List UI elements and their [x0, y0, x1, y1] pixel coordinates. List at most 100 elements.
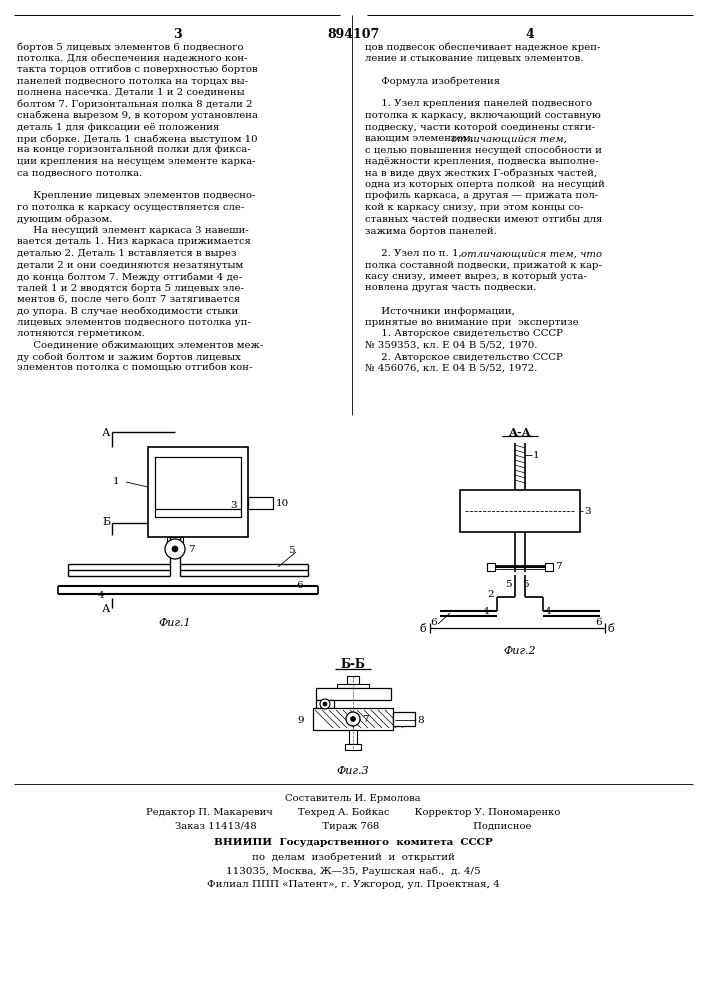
Text: 9: 9: [297, 716, 303, 725]
Text: 3: 3: [584, 507, 590, 516]
Bar: [316, 688, 391, 700]
Bar: [313, 708, 393, 730]
Text: ВНИИПИ  Государственного  комитета  СССР: ВНИИПИ Государственного комитета СССР: [214, 838, 492, 847]
Text: полка составной подвески, прижатой к кар-: полка составной подвески, прижатой к кар…: [365, 260, 602, 269]
Bar: [248, 497, 273, 509]
Circle shape: [320, 699, 330, 709]
Text: надёжности крепления, подвеска выполне-: надёжности крепления, подвеска выполне-: [365, 157, 599, 166]
Text: отличающийся тем,: отличающийся тем,: [451, 134, 567, 143]
Bar: [345, 744, 361, 750]
Text: 8: 8: [417, 716, 423, 725]
Text: детали 2 и они соединяются незатянутым: детали 2 и они соединяются незатянутым: [17, 260, 243, 269]
Text: деталью 2. Деталь 1 вставляется в вырез: деталью 2. Деталь 1 вставляется в вырез: [17, 249, 237, 258]
Text: Б: Б: [102, 517, 110, 527]
Text: б: б: [420, 624, 427, 634]
Text: 1: 1: [113, 477, 119, 486]
Text: ставных частей подвески имеют отгибы для: ставных частей подвески имеют отгибы для: [365, 215, 602, 224]
Text: такта торцов отгибов с поверхностью бортов: такта торцов отгибов с поверхностью борт…: [17, 65, 257, 75]
Text: лицевых элементов подвесного потолка уп-: лицевых элементов подвесного потолка уп-: [17, 318, 251, 327]
Text: лотняются герметиком.: лотняются герметиком.: [17, 330, 145, 338]
Text: цов подвесок обеспечивает надежное креп-: цов подвесок обеспечивает надежное креп-: [365, 42, 600, 51]
Circle shape: [346, 712, 360, 726]
Text: 2. Авторское свидетельство СССР: 2. Авторское свидетельство СССР: [365, 353, 563, 361]
Circle shape: [351, 716, 356, 722]
Text: са подвесного потолка.: са подвесного потолка.: [17, 168, 142, 178]
Text: при сборке. Деталь 1 снабжена выступом 10: при сборке. Деталь 1 снабжена выступом 1…: [17, 134, 257, 143]
Text: бортов 5 лицевых элементов 6 подвесного: бортов 5 лицевых элементов 6 подвесного: [17, 42, 244, 51]
Circle shape: [323, 702, 327, 706]
Text: ление и стыкование лицевых элементов.: ление и стыкование лицевых элементов.: [365, 53, 583, 62]
Text: 894107: 894107: [327, 28, 379, 41]
Text: 5: 5: [288, 546, 295, 555]
Text: касу снизу, имеет вырез, в который уста-: касу снизу, имеет вырез, в который уста-: [365, 272, 587, 281]
Text: 2: 2: [487, 590, 493, 599]
Text: с целью повышения несущей способности и: с целью повышения несущей способности и: [365, 145, 602, 155]
Text: кой к каркасу снизу, при этом концы со-: кой к каркасу снизу, при этом концы со-: [365, 203, 583, 212]
Text: 5: 5: [522, 580, 529, 589]
Text: Б-Б: Б-Б: [341, 658, 366, 671]
Text: 10: 10: [276, 499, 289, 508]
Text: На несущий элемент каркаса 3 навеши-: На несущий элемент каркаса 3 навеши-: [17, 226, 249, 235]
Text: Источники информации,: Источники информации,: [365, 306, 515, 316]
Text: 7: 7: [362, 715, 368, 724]
Text: до упора. В случае необходимости стыки: до упора. В случае необходимости стыки: [17, 306, 238, 316]
Text: Фиг.2: Фиг.2: [503, 646, 537, 656]
Text: одна из которых оперта полкой  на несущий: одна из которых оперта полкой на несущий: [365, 180, 605, 189]
Text: А-А: А-А: [509, 427, 532, 438]
Bar: [393, 712, 415, 726]
Text: 3: 3: [230, 501, 237, 510]
Text: снабжена вырезом 9, в котором установлена: снабжена вырезом 9, в котором установлен…: [17, 111, 258, 120]
Text: вающим элементом,: вающим элементом,: [365, 134, 477, 143]
Text: Фиг.1: Фиг.1: [158, 618, 192, 628]
Text: 4: 4: [525, 28, 534, 41]
Bar: [347, 676, 359, 684]
Text: панелей подвесного потолка на торцах вы-: панелей подвесного потолка на торцах вы-: [17, 77, 248, 86]
Text: 1. Узел крепления панелей подвесного: 1. Узел крепления панелей подвесного: [365, 100, 592, 108]
Text: 1. Авторское свидетельство СССР: 1. Авторское свидетельство СССР: [365, 330, 563, 338]
Text: на конце горизонтальной полки для фикса-: на конце горизонтальной полки для фикса-: [17, 145, 250, 154]
Text: талей 1 и 2 вводятся борта 5 лицевых эле-: талей 1 и 2 вводятся борта 5 лицевых эле…: [17, 284, 244, 293]
Text: профиль каркаса, а другая — прижата пол-: профиль каркаса, а другая — прижата пол-: [365, 192, 598, 200]
Text: зажима бортов панелей.: зажима бортов панелей.: [365, 226, 497, 235]
Text: 4: 4: [545, 607, 551, 616]
Text: новлена другая часть подвески.: новлена другая часть подвески.: [365, 284, 537, 292]
Bar: [487, 563, 495, 571]
Text: № 456076, кл. Е 04 В 5/52, 1972.: № 456076, кл. Е 04 В 5/52, 1972.: [365, 364, 537, 373]
Text: 7: 7: [555, 562, 561, 571]
Text: А: А: [102, 428, 110, 438]
Text: 1: 1: [533, 451, 539, 460]
Text: элементов потолка с помощью отгибов кон-: элементов потолка с помощью отгибов кон-: [17, 364, 252, 373]
Text: дующим образом.: дующим образом.: [17, 215, 112, 224]
Text: б: б: [607, 624, 614, 634]
Text: 6: 6: [595, 618, 602, 627]
Text: болтом 7. Горизонтальная полка 8 детали 2: болтом 7. Горизонтальная полка 8 детали …: [17, 100, 252, 109]
Text: 4: 4: [98, 591, 105, 600]
Bar: [460, 490, 580, 532]
Text: ции крепления на несущем элементе карка-: ции крепления на несущем элементе карка-: [17, 157, 256, 166]
Circle shape: [165, 539, 185, 559]
Text: 2. Узел по п. 1,: 2. Узел по п. 1,: [365, 249, 465, 258]
Circle shape: [172, 546, 178, 552]
Text: 5: 5: [505, 580, 512, 589]
Text: на в виде двух жестких Г-образных частей,: на в виде двух жестких Г-образных частей…: [365, 168, 597, 178]
Text: А: А: [102, 604, 110, 614]
Bar: [349, 730, 357, 744]
Text: 4: 4: [483, 607, 490, 616]
Text: Заказ 11413/48                     Тираж 768                              Подпис: Заказ 11413/48 Тираж 768 Подпис: [175, 822, 531, 831]
Text: Редактор П. Макаревич        Техред А. Бойкас        Корректор У. Пономаренко: Редактор П. Макаревич Техред А. Бойкас К…: [146, 808, 560, 817]
Text: Крепление лицевых элементов подвесно-: Крепление лицевых элементов подвесно-: [17, 192, 255, 200]
Text: деталь 1 для фиксации её положения: деталь 1 для фиксации её положения: [17, 122, 219, 131]
Text: 113035, Москва, Ж—35, Раушская наб.,  д. 4/5: 113035, Москва, Ж—35, Раушская наб., д. …: [226, 866, 480, 876]
Bar: [337, 684, 369, 688]
Text: 3: 3: [173, 28, 181, 41]
Text: по  делам  изобретений  и  открытий: по делам изобретений и открытий: [252, 852, 455, 861]
Bar: [316, 700, 334, 708]
Text: Составитель И. Ермолова: Составитель И. Ермолова: [285, 794, 421, 803]
Text: Соединение обжимающих элементов меж-: Соединение обжимающих элементов меж-: [17, 341, 263, 350]
Text: 7: 7: [188, 545, 194, 554]
Text: отличающийся тем, что: отличающийся тем, что: [461, 249, 602, 258]
Text: ду собой болтом и зажим бортов лицевых: ду собой болтом и зажим бортов лицевых: [17, 353, 241, 362]
Text: потолка. Для обеспечения надежного кон-: потолка. Для обеспечения надежного кон-: [17, 53, 247, 62]
Text: ментов 6, после чего болт 7 затягивается: ментов 6, после чего болт 7 затягивается: [17, 295, 240, 304]
Text: 6: 6: [430, 618, 437, 627]
